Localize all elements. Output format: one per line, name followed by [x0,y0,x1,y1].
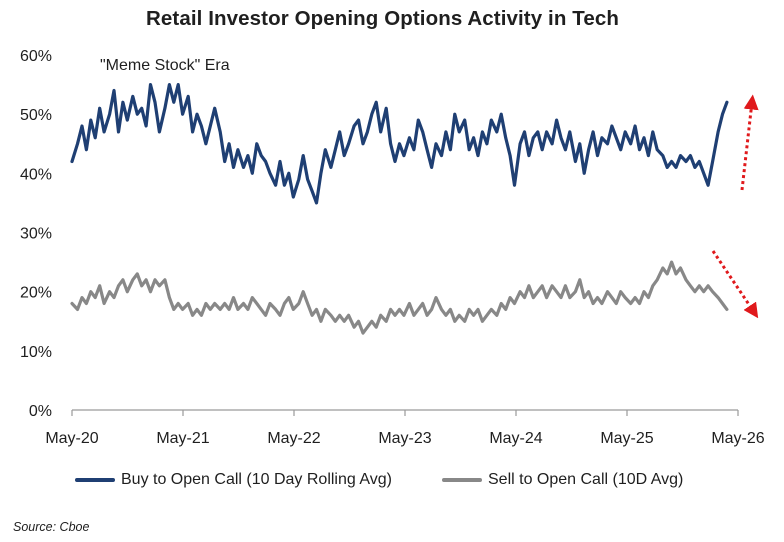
x-tick-label: May-24 [489,430,542,447]
y-tick-label: 10% [20,344,52,361]
y-tick-label: 60% [20,48,52,65]
series-line-buy-to-open [70,83,729,205]
legend-label-sell: Sell to Open Call (10D Avg) [488,471,684,488]
y-tick-label: 20% [20,285,52,302]
chart-legend: Buy to Open Call (10 Day Rolling Avg) Se… [0,468,765,492]
y-tick-label: 0% [29,403,52,420]
legend-swatch-buy [75,478,115,482]
legend-item-sell: Sell to Open Call (10D Avg) [442,468,683,492]
chart-canvas: 0% 10% 20% 30% 40% 50% 60% May-20 May-21 May-22 Ma… [20,48,765,447]
down-arrow-icon [711,250,759,319]
y-tick-label: 40% [20,166,52,183]
legend-label-buy: Buy to Open Call (10 Day Rolling Avg) [121,471,392,488]
up-arrow-icon [740,94,759,191]
source-note: Source: Cboe [13,520,90,534]
x-tick-label: May-22 [267,430,320,447]
y-tick-label: 50% [20,107,52,124]
x-tick-label: May-20 [45,430,98,447]
series-line-sell-to-open [70,260,729,335]
meme-stock-annotation: "Meme Stock" Era [100,57,230,74]
legend-swatch-sell [442,478,482,482]
chart-title: Retail Investor Opening Options Activity… [146,7,619,30]
y-tick-label: 30% [20,226,52,243]
x-tick-label: May-21 [156,430,209,447]
x-tick-label: May-26 [711,430,764,447]
chart-panel: Retail Investor Opening Options Activity… [0,7,765,492]
x-tick-label: May-23 [378,430,431,447]
legend-item-buy: Buy to Open Call (10 Day Rolling Avg) [75,468,392,492]
x-tick-label: May-25 [600,430,653,447]
